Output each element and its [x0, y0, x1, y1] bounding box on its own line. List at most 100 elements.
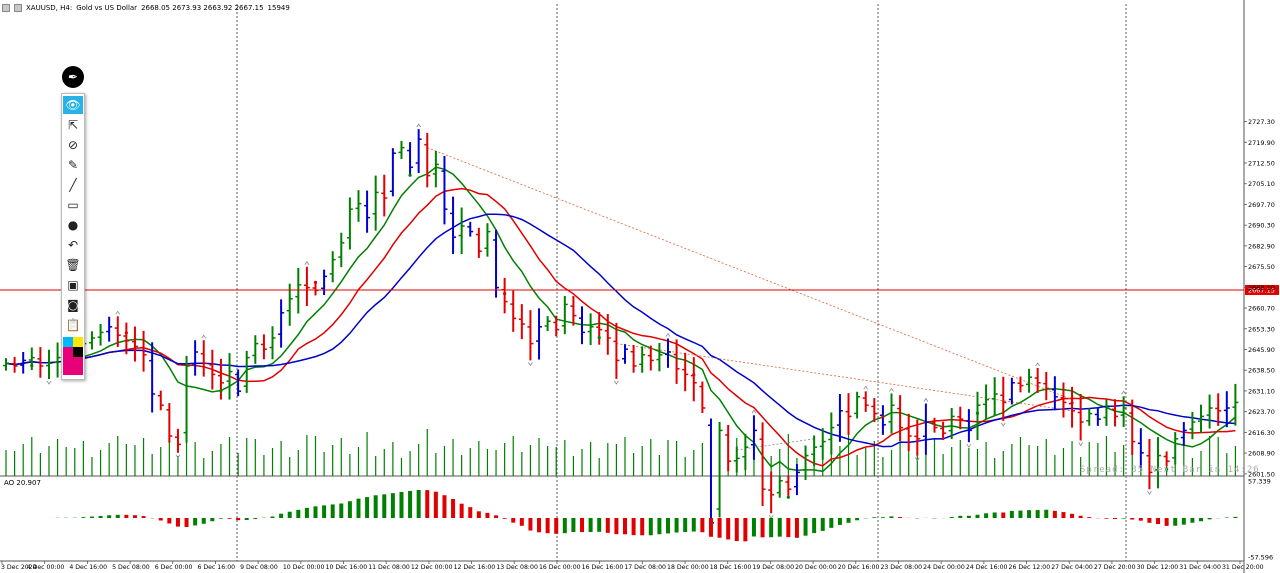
- toolbar-panel: 👁 ⇱ ⊘ ✎ ╱ ▭ ● ↶ 🗑 ▣ ◙ 📋: [61, 93, 85, 380]
- price-tick-label: 2660.70: [1248, 305, 1275, 313]
- signal-dot: [313, 280, 318, 284]
- current-price-line: 2667.15: [0, 284, 1279, 295]
- fractal-up-marker: [751, 409, 757, 414]
- time-tick-label: 31 Dec 04:00: [1179, 564, 1221, 571]
- time-tick-label: 17 Dec 08:00: [624, 564, 666, 571]
- magnet-icon[interactable]: ⊘: [67, 138, 79, 152]
- symbol-label: XAUUSD, H4:: [26, 4, 73, 12]
- camera-icon[interactable]: ◙: [67, 298, 79, 312]
- time-tick-label: 10 Dec 00:00: [283, 564, 325, 571]
- fractal-down-marker: [528, 362, 533, 367]
- fractal-up-marker: [1121, 390, 1126, 395]
- price-tick-label: 2631.10: [1248, 387, 1275, 395]
- signal-dot: [30, 364, 34, 368]
- fractal-down-marker: [1078, 442, 1083, 447]
- price-tick-label: 2712.50: [1248, 160, 1275, 168]
- price-tick-label: 2705.10: [1248, 180, 1275, 188]
- time-tick-label: 4 Dec 00:00: [27, 564, 65, 571]
- fractal-down-marker: [914, 457, 920, 462]
- time-tick-label: 23 Dec 08:00: [880, 564, 922, 571]
- time-tick-label: 31 Dec 20:00: [1222, 564, 1264, 571]
- trend-line: [616, 343, 1073, 412]
- signal-dot: [881, 415, 885, 419]
- price-tick-label: 2697.70: [1248, 201, 1275, 209]
- eraser-icon[interactable]: ▭: [67, 198, 79, 212]
- fractal-up-marker: [923, 397, 929, 402]
- price-tick-label: 2675.50: [1248, 263, 1275, 271]
- volume-histogram: [5, 428, 1237, 476]
- signal-dot: [1165, 467, 1169, 471]
- ohlc-values: 2668.05 2673.93 2663.92 2667.15: [141, 4, 264, 12]
- cursor-icon[interactable]: ⇱: [67, 118, 79, 132]
- dot-icon[interactable]: ●: [67, 218, 79, 232]
- ohlc-bars: [3, 129, 1239, 530]
- swatch-black[interactable]: [73, 347, 83, 357]
- ao-histogram: [46, 490, 1238, 542]
- price-tick-label: 2608.90: [1248, 450, 1275, 458]
- window-icon[interactable]: [14, 4, 22, 12]
- time-tick-label: 12 Dec 16:00: [454, 564, 496, 571]
- trend-line: [736, 438, 815, 451]
- swatch-cyan[interactable]: [63, 337, 73, 347]
- price-tick-label: 2690.30: [1248, 222, 1275, 230]
- price-axis: 2727.30 2719.90 2712.50 2705.10 2697.70 2690.…: [1244, 118, 1275, 562]
- moving-averages: [5, 166, 1236, 473]
- symbol-description: Gold vs US Dollar: [76, 4, 138, 12]
- fractal-up-marker: [665, 332, 671, 337]
- fractal-down-marker: [175, 454, 181, 459]
- time-tick-label: 16 Dec 00:00: [539, 564, 581, 571]
- time-tick-label: 19 Dec 08:00: [752, 564, 794, 571]
- signal-dot: [786, 495, 790, 499]
- time-tick-label: 24 Dec 16:00: [966, 564, 1008, 571]
- swatch-current[interactable]: [63, 357, 83, 375]
- signal-dot: [408, 173, 412, 177]
- current-price-badge: [1245, 284, 1279, 295]
- signal-dot: [124, 331, 128, 335]
- signal-dot: [1070, 401, 1074, 405]
- trash-icon[interactable]: 🗑: [65, 258, 81, 272]
- ma-medium-line: [5, 187, 1236, 467]
- time-tick-label: 6 Dec 00:00: [155, 564, 193, 571]
- fractal-up-marker: [889, 387, 894, 392]
- pencil-icon[interactable]: ✎: [67, 158, 79, 172]
- window-icon[interactable]: [2, 4, 10, 12]
- signal-dot: [975, 411, 980, 415]
- fractal-up-marker: [416, 123, 421, 128]
- time-tick-label: 12 Dec 00:00: [411, 564, 453, 571]
- time-tick-label: 11 Dec 08:00: [368, 564, 410, 571]
- price-tick-label: 2616.30: [1248, 429, 1275, 437]
- price-tick-label: 2668.10: [1248, 284, 1275, 292]
- price-tick-label: 2727.30: [1248, 118, 1275, 126]
- time-tick-label: 5 Dec 08:00: [112, 564, 150, 571]
- chart-header: XAUUSD, H4: Gold vs US Dollar 2668.05 26…: [2, 4, 290, 12]
- color-swatches[interactable]: [63, 337, 83, 377]
- time-tick-label: 18 Dec 00:00: [667, 564, 709, 571]
- eye-icon[interactable]: 👁: [63, 96, 83, 114]
- time-tick-label: 20 Dec 00:00: [795, 564, 837, 571]
- time-tick-label: 24 Dec 00:00: [923, 564, 965, 571]
- price-tick-label: 2682.90: [1248, 242, 1275, 250]
- ma-slow-line: [5, 213, 1236, 448]
- fractal-up-marker: [304, 261, 310, 265]
- price-tick-label: 2645.90: [1248, 346, 1275, 354]
- price-tick-label: 2623.70: [1248, 408, 1275, 416]
- time-tick-label: 13 Dec 08:00: [496, 564, 538, 571]
- clipboard-icon[interactable]: 📋: [65, 318, 81, 332]
- line-tool-icon[interactable]: ╱: [69, 178, 77, 192]
- signal-dot: [219, 389, 223, 393]
- price-tick-label: 2638.50: [1248, 367, 1275, 375]
- pen-logo-icon[interactable]: ✒: [62, 66, 84, 88]
- ao-tick-label: -57.596: [1248, 554, 1273, 562]
- time-tick-label: 16 Dec 16:00: [582, 564, 624, 571]
- swatch-yellow[interactable]: [73, 337, 83, 347]
- time-tick-label: 9 Dec 08:00: [240, 564, 278, 571]
- drawing-toolbar: ✒ 👁 ⇱ ⊘ ✎ ╱ ▭ ● ↶ 🗑 ▣ ◙ 📋: [61, 66, 85, 380]
- price-tick-label: 2601.50: [1248, 470, 1275, 478]
- screen-icon[interactable]: ▣: [67, 278, 79, 292]
- fractal-up-marker: [863, 385, 869, 390]
- time-tick-label: 10 Dec 16:00: [326, 564, 368, 571]
- undo-icon[interactable]: ↶: [67, 238, 79, 252]
- swatch-magenta[interactable]: [63, 347, 73, 357]
- fractal-down-marker: [1000, 422, 1006, 427]
